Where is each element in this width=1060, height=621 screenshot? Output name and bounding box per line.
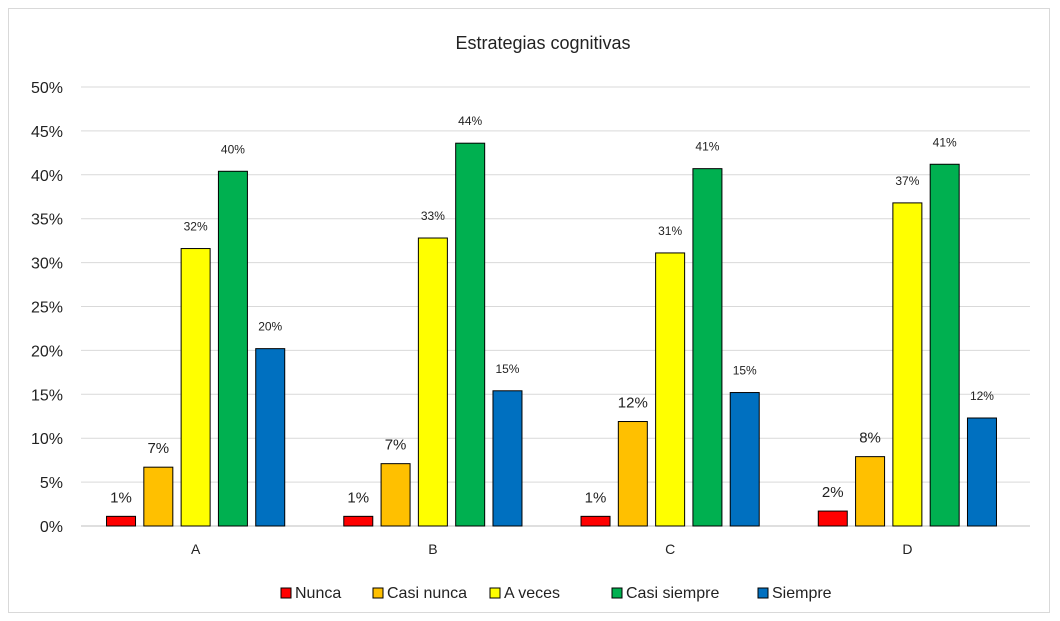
bar-a-veces-a	[180, 248, 211, 527]
y-tick-label: 0%	[40, 519, 63, 536]
legend-swatch	[757, 587, 769, 599]
legend-item-casi-siempre: Casi siempre	[611, 585, 719, 602]
y-tick-label: 15%	[31, 387, 63, 404]
data-label: 1%	[585, 489, 607, 506]
y-tick-label: 10%	[31, 431, 63, 448]
y-tick-label: 35%	[31, 212, 63, 229]
data-label: 20%	[258, 320, 282, 334]
x-tick-label: C	[665, 541, 675, 557]
data-label: 12%	[970, 389, 994, 403]
bar-siempre-b	[492, 390, 523, 527]
bar-a-veces-b	[417, 237, 448, 527]
y-tick-label: 20%	[31, 343, 63, 360]
legend-label: Casi nunca	[387, 585, 467, 602]
bars	[106, 142, 997, 527]
bar-siempre-d	[966, 417, 997, 527]
legend-label: Siempre	[772, 585, 832, 602]
bar-casi-siempre-c	[692, 168, 723, 527]
data-label: 2%	[822, 484, 844, 501]
data-label: 7%	[385, 437, 407, 454]
data-label: 32%	[184, 220, 208, 234]
y-tick-label: 30%	[31, 256, 63, 273]
bar-casi-nunca-c	[617, 421, 648, 527]
y-tick-label: 40%	[31, 168, 63, 185]
legend-swatch	[280, 587, 292, 599]
x-axis-categories: A B C D	[191, 541, 912, 557]
data-label: 7%	[147, 440, 169, 457]
bar-casi-siempre-a	[217, 170, 248, 527]
data-label: 15%	[733, 364, 757, 378]
data-label: 44%	[458, 114, 482, 128]
y-axis-ticks: 0% 5% 10% 15% 20% 25% 30% 35% 40% 45% 50%	[31, 80, 63, 536]
bar-siempre-a	[255, 348, 286, 527]
y-tick-label: 25%	[31, 300, 63, 317]
data-label: 15%	[495, 362, 519, 376]
data-labels: 1% 7% 32% 40% 20% 1% 7% 33% 44% 15% 1% 12% 31% 41% 15%…	[110, 114, 994, 506]
bar-nunca-a	[106, 515, 137, 527]
legend-item-siempre: Siempre	[757, 585, 832, 602]
bar-nunca-c	[580, 515, 611, 527]
data-label: 40%	[221, 142, 245, 156]
data-label: 1%	[347, 489, 369, 506]
legend-swatch	[372, 587, 384, 599]
data-label: 8%	[859, 430, 881, 447]
x-tick-label: A	[191, 541, 201, 557]
legend-item-casi-nunca: Casi nunca	[372, 585, 467, 602]
legend-swatch	[489, 587, 501, 599]
x-tick-label: B	[428, 541, 437, 557]
x-tick-label: D	[902, 541, 912, 557]
y-tick-label: 50%	[31, 80, 63, 97]
bar-siempre-c	[729, 392, 760, 527]
y-tick-label: 45%	[31, 124, 63, 141]
data-label: 37%	[895, 174, 919, 188]
bar-a-veces-c	[655, 252, 686, 527]
bar-casi-siempre-b	[455, 142, 486, 527]
legend: Nunca Casi nunca A veces Casi siempre Siempr…	[280, 585, 832, 602]
legend-swatch	[611, 587, 623, 599]
bar-casi-nunca-b	[380, 463, 411, 527]
y-tick-label: 5%	[40, 475, 63, 492]
bar-casi-siempre-d	[929, 163, 960, 527]
bar-a-veces-d	[892, 202, 923, 527]
data-label: 1%	[110, 489, 132, 506]
bar-nunca-b	[343, 515, 374, 527]
data-label: 41%	[933, 135, 957, 149]
legend-label: Nunca	[295, 585, 341, 602]
chart-title: Estrategias cognitivas	[455, 33, 630, 53]
legend-item-a-veces: A veces	[489, 585, 560, 602]
data-label: 12%	[618, 395, 648, 412]
data-label: 31%	[658, 224, 682, 238]
bar-casi-nunca-d	[855, 456, 886, 527]
bar-casi-nunca-a	[143, 466, 174, 527]
data-label: 33%	[421, 209, 445, 223]
legend-label: A veces	[504, 585, 560, 602]
legend-item-nunca: Nunca	[280, 585, 341, 602]
data-label: 41%	[695, 140, 719, 154]
legend-label: Casi siempre	[626, 585, 719, 602]
bar-nunca-d	[817, 510, 848, 527]
